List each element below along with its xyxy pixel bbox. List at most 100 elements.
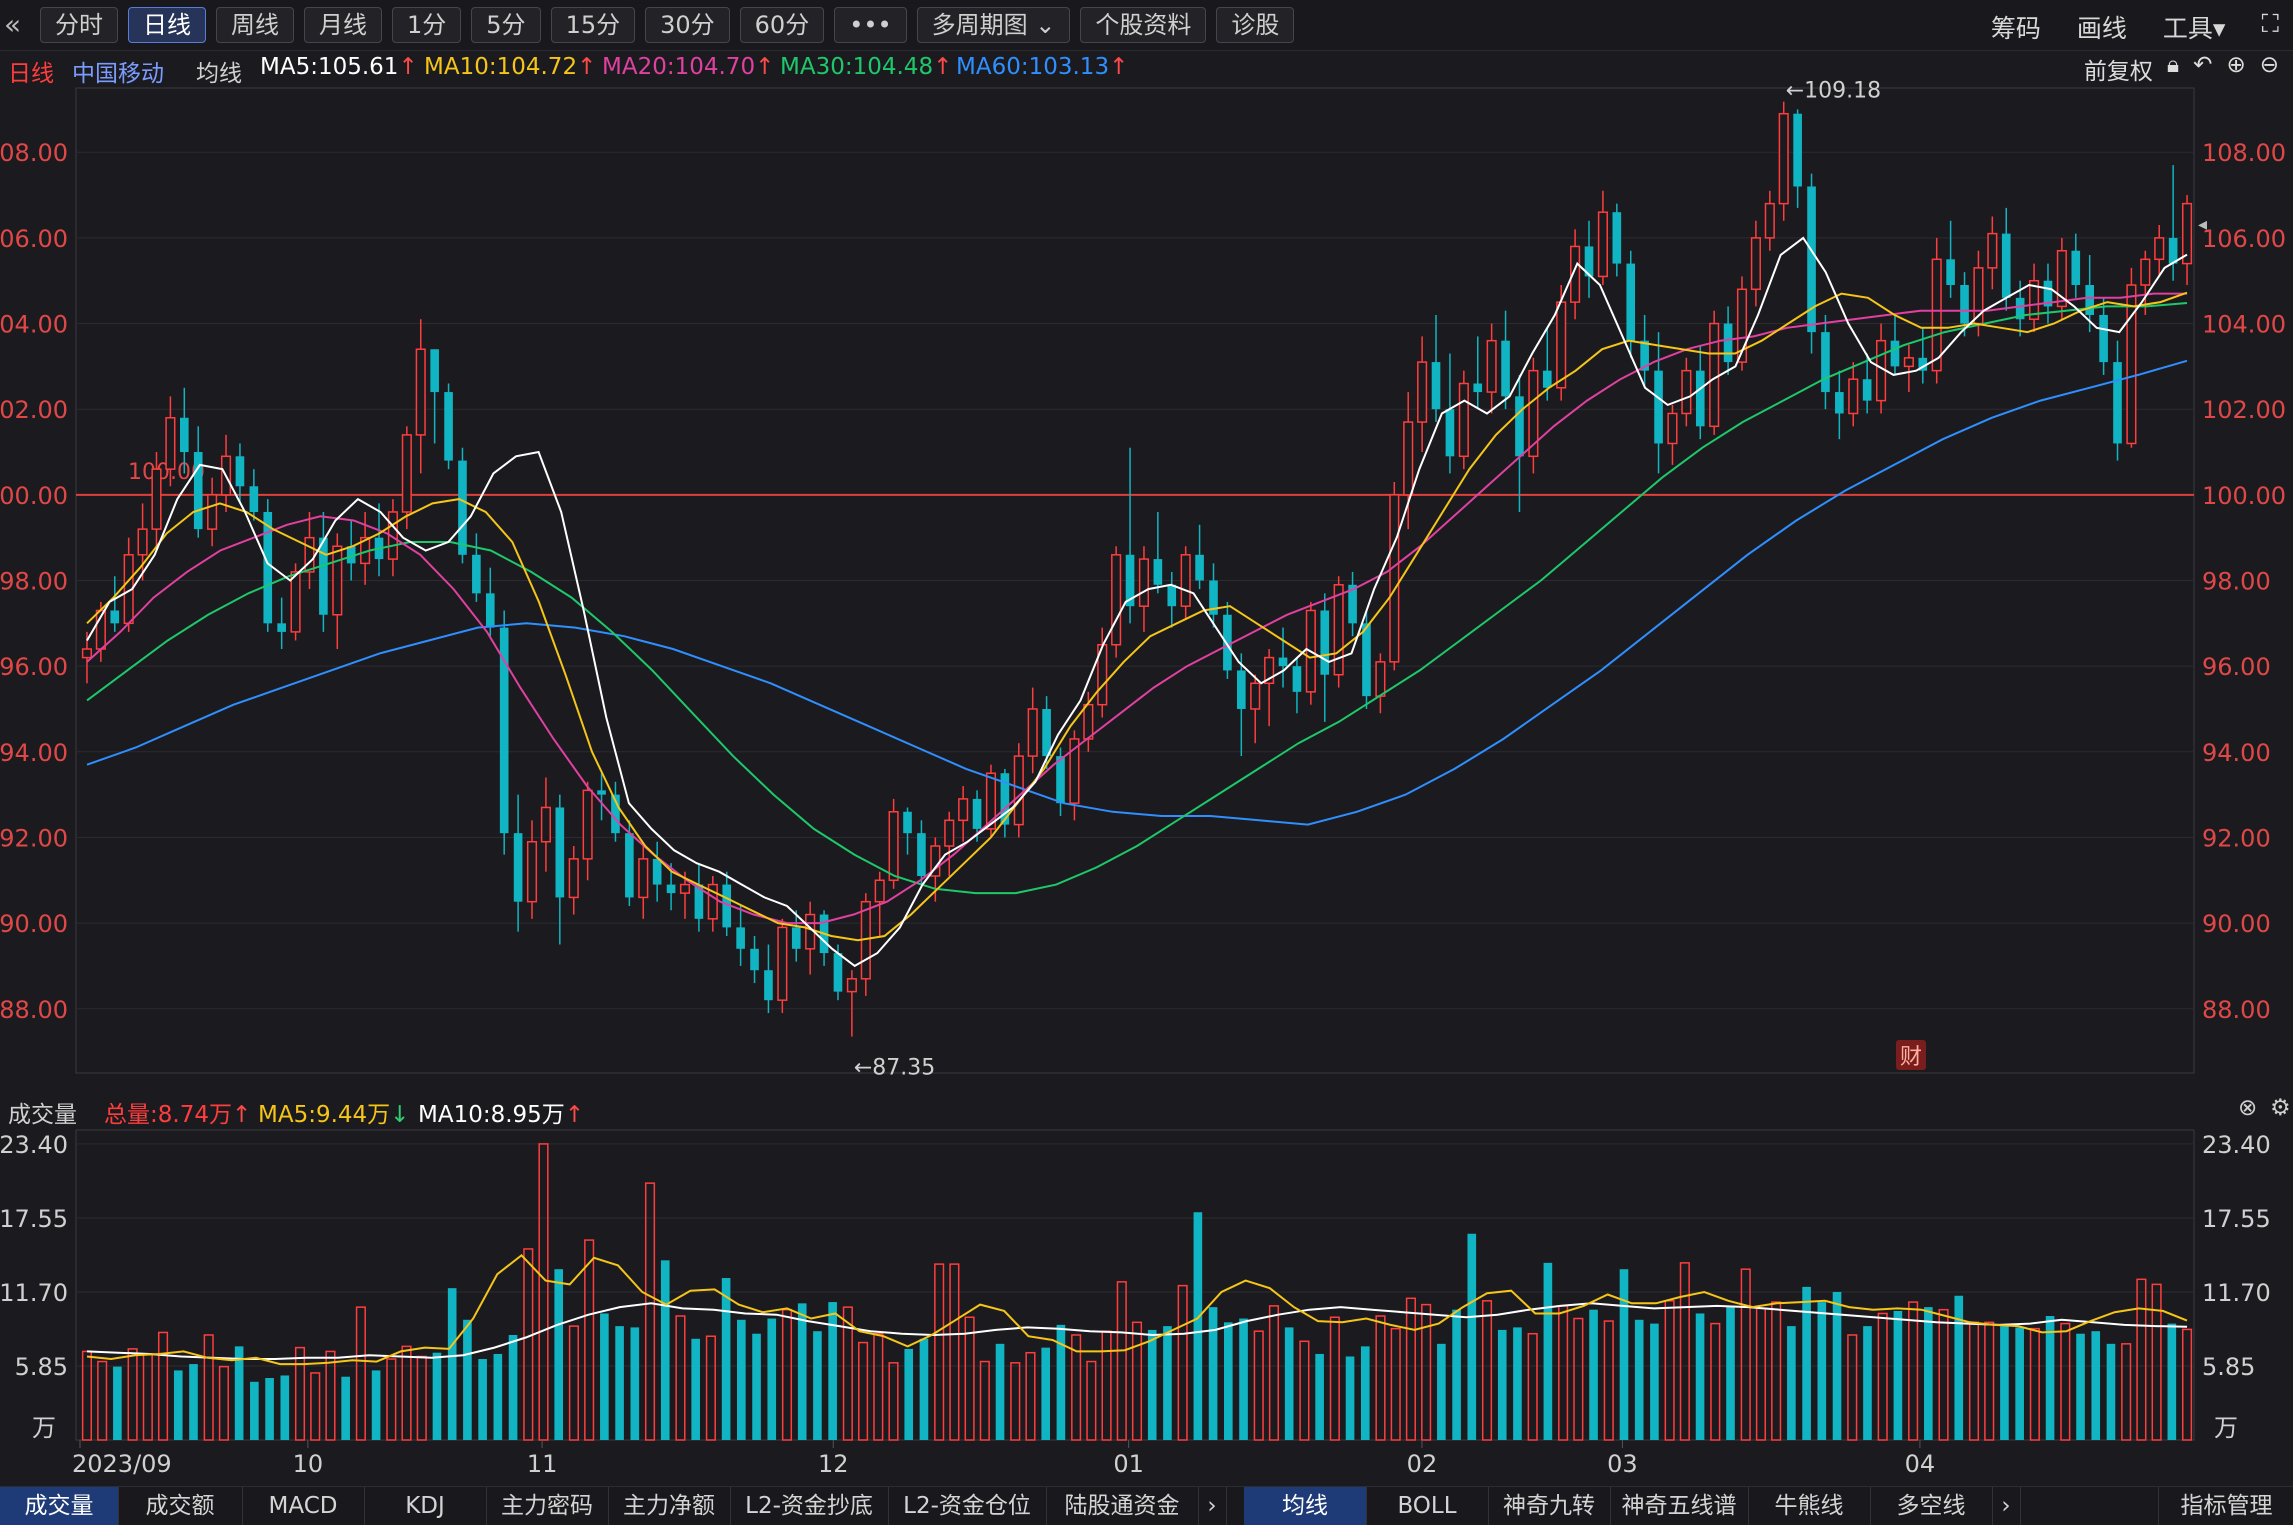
period-tab-1[interactable]: 日线 <box>128 7 206 43</box>
tab-macd[interactable]: MACD <box>242 1487 365 1525</box>
period-label: 日线 <box>8 61 54 87</box>
tab-kdj[interactable]: KDJ <box>364 1487 487 1525</box>
tab-main-net[interactable]: 主力净额 <box>608 1487 731 1525</box>
volume-bar <box>2045 1316 2055 1440</box>
tab-long-short[interactable]: 多空线 <box>1870 1487 1993 1525</box>
candle-body <box>472 554 481 594</box>
volume-bar <box>1664 1300 1675 1441</box>
candle-body <box>444 392 453 461</box>
volume-title: 成交量 <box>8 1102 77 1128</box>
volume-bar <box>904 1348 914 1440</box>
tool-3[interactable]: ⛶ <box>2261 9 2279 38</box>
lock-icon[interactable]: 🔒︎ <box>2166 52 2180 78</box>
candle-body <box>917 833 926 876</box>
undo-icon[interactable]: ↶ <box>2193 52 2213 78</box>
high-annotation: ←109.18 <box>1786 79 1881 104</box>
tab-main-chips[interactable]: 主力密码 <box>486 1487 609 1525</box>
candle-body <box>235 456 245 487</box>
tool-1[interactable]: 画线 <box>2076 14 2127 43</box>
tab-bull-bear[interactable]: 牛熊线 <box>1748 1487 1871 1525</box>
tab-boll[interactable]: BOLL <box>1366 1487 1489 1525</box>
volume-bar <box>355 1306 366 1441</box>
period-tab-0[interactable]: 分时 <box>40 7 118 43</box>
tab-volume[interactable]: 成交量 <box>0 1487 119 1525</box>
period-tab-12[interactable]: 诊股 <box>1216 7 1295 43</box>
volume-bar <box>325 1350 336 1441</box>
zoom-in-icon[interactable]: ⊕ <box>2226 52 2246 78</box>
volume-tick-left: 11.70 <box>0 1279 68 1307</box>
period-tab-2[interactable]: 周线 <box>216 7 294 43</box>
period-tab-9[interactable]: ••• <box>834 7 907 43</box>
volume-bar <box>1832 1291 1842 1440</box>
price-tick-right: 90.00 <box>2202 910 2271 938</box>
tab-nine-turn[interactable]: 神奇九转 <box>1488 1487 1611 1525</box>
volume-bar <box>2167 1323 2177 1440</box>
period-tab-5[interactable]: 5分 <box>471 7 541 43</box>
volume-bar <box>2029 1327 2040 1441</box>
volume-bar <box>280 1375 290 1440</box>
settings-icon[interactable]: ⚙ <box>2270 1095 2291 1121</box>
candle-body <box>430 349 439 393</box>
double-chevron-left-icon[interactable]: « <box>4 8 22 41</box>
volume-bar <box>294 1346 306 1441</box>
volume-bar <box>1131 1321 1143 1441</box>
adjust-label[interactable]: 前复权 <box>2083 59 2153 85</box>
candle-body <box>1736 288 1748 363</box>
volume-bar <box>1558 1305 1569 1441</box>
volume-bar <box>721 1278 731 1440</box>
volume-bar <box>1041 1347 1051 1440</box>
tab-turnover[interactable]: 成交额 <box>118 1487 243 1525</box>
candle-body <box>151 468 162 530</box>
period-tab-10[interactable]: 多周期图 ⌄ <box>916 7 1071 43</box>
volume-bar <box>2000 1326 2009 1440</box>
volume-bar <box>1938 1308 1949 1441</box>
candle-body <box>2113 362 2122 444</box>
tab-ma[interactable]: 均线 <box>1244 1487 1367 1525</box>
candle-body <box>582 789 593 860</box>
tab-l2-bottom[interactable]: L2-资金抄底 <box>730 1487 889 1525</box>
tool-2[interactable]: 工具▾ <box>2162 14 2226 43</box>
period-tab-11[interactable]: 个股资料 <box>1080 7 1207 43</box>
volume-bar <box>371 1370 381 1440</box>
candle-body <box>777 926 788 1001</box>
candle-body <box>415 348 426 436</box>
volume-bar <box>1634 1319 1644 1440</box>
candle-body <box>679 883 691 894</box>
volume-bar <box>1619 1269 1629 1440</box>
volume-bar <box>416 1355 427 1441</box>
volume-bar <box>1863 1326 1872 1440</box>
candle-body <box>1292 666 1302 692</box>
close-icon[interactable]: ⊗ <box>2238 1095 2258 1121</box>
candle-body <box>1515 396 1524 457</box>
period-tab-4[interactable]: 1分 <box>392 7 462 43</box>
candle-body <box>2085 285 2095 315</box>
price-tick-right: 94.00 <box>2202 739 2271 767</box>
volume-bar <box>1345 1356 1355 1440</box>
indicator-name[interactable]: 均线 <box>196 61 242 87</box>
x-axis-label: 10 <box>293 1450 324 1478</box>
candle-body <box>1750 237 1761 291</box>
period-tab-8[interactable]: 60分 <box>739 7 825 43</box>
volume-bar <box>1375 1315 1386 1441</box>
period-tab-6[interactable]: 15分 <box>550 7 636 43</box>
zoom-out-icon[interactable]: ⊖ <box>2259 52 2279 78</box>
candle-body <box>791 927 801 949</box>
tab-hk-connect[interactable]: 陆股通资金 <box>1046 1487 1199 1525</box>
candle-body <box>1458 382 1469 458</box>
volume-bar <box>1771 1301 1782 1441</box>
price-tick-right: 108.00 <box>2202 139 2286 167</box>
tool-0[interactable]: 筹码 <box>1990 14 2041 43</box>
period-tab-3[interactable]: 月线 <box>304 7 382 43</box>
candle-body <box>2056 249 2067 308</box>
stock-name[interactable]: 中国移动 <box>72 61 164 87</box>
chevron-right-icon[interactable]: › <box>1198 1487 1227 1525</box>
tab-l2-position[interactable]: L2-资金仓位 <box>888 1487 1047 1525</box>
chevron-right-icon-2[interactable]: › <box>1992 1487 2021 1525</box>
candle-body <box>193 452 203 530</box>
ma30-line <box>86 302 2188 895</box>
candle-body <box>1167 584 1177 607</box>
tab-five-lines[interactable]: 神奇五线谱 <box>1610 1487 1749 1525</box>
indicator-manage-button[interactable]: 指标管理 <box>2158 1487 2293 1525</box>
period-tab-7[interactable]: 30分 <box>645 7 730 43</box>
